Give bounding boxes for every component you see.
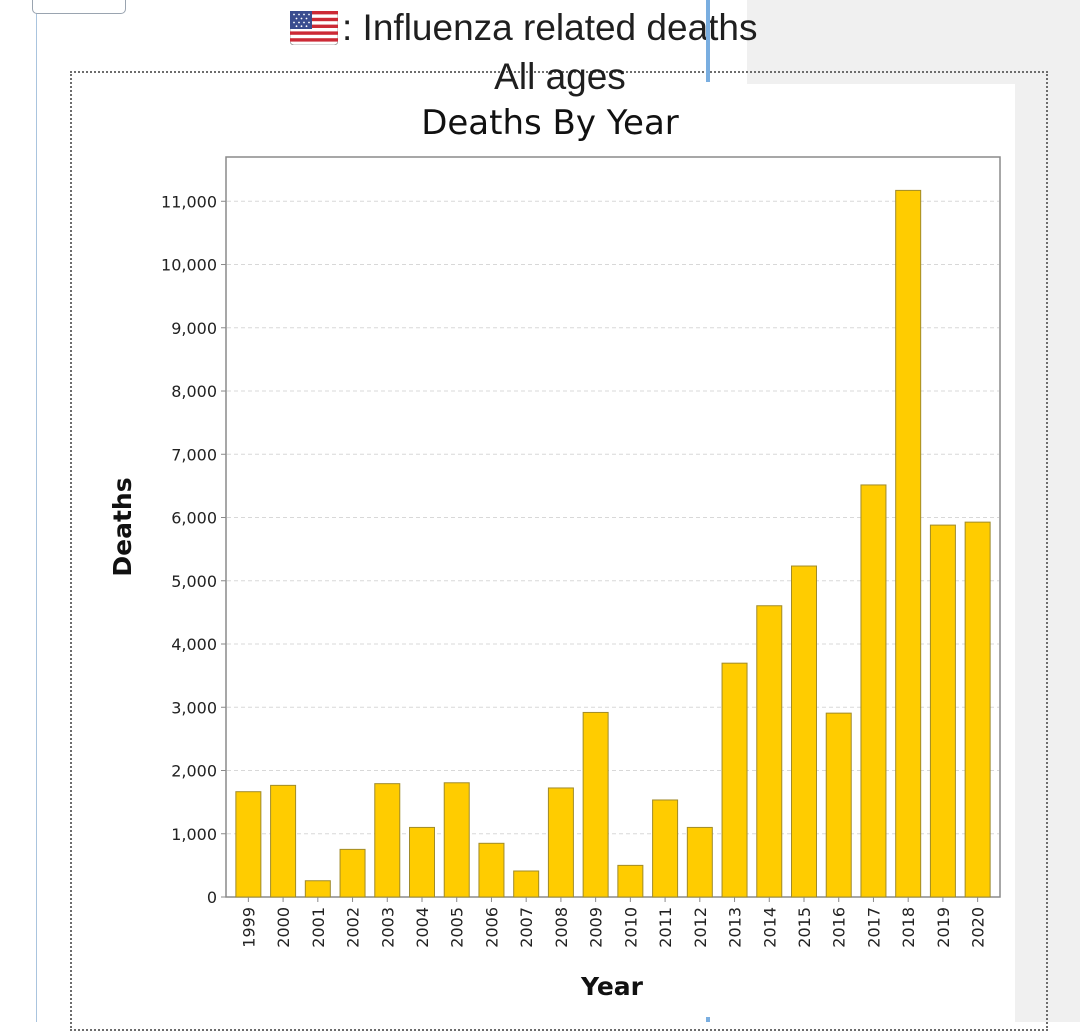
x-tick-label: 2014 — [760, 907, 779, 948]
y-tick-label: 5,000 — [171, 572, 217, 591]
text-cursor-stub — [706, 1017, 710, 1022]
y-tick-label: 2,000 — [171, 762, 217, 781]
bar-2004 — [409, 826, 435, 898]
bar-2017 — [860, 484, 887, 898]
bar-2001 — [304, 880, 331, 898]
y-tick-label: 4,000 — [171, 635, 217, 654]
x-tick-label: 2002 — [344, 907, 363, 948]
bar-2014 — [756, 605, 783, 898]
bar-2002 — [339, 848, 366, 898]
page-subtitle: All ages — [494, 56, 626, 97]
x-tick-label: 2004 — [413, 907, 432, 948]
y-tick-label: 8,000 — [171, 382, 217, 401]
x-tick-label: 2008 — [552, 907, 571, 948]
bar-2016 — [825, 712, 852, 898]
bars — [235, 189, 991, 898]
y-tick-label: 10,000 — [161, 256, 217, 275]
bar-2009 — [582, 711, 609, 898]
gridlines — [227, 200, 999, 835]
x-tick-label: 2016 — [830, 907, 849, 948]
bar-2008 — [547, 787, 574, 898]
y-tick-label: 0 — [207, 888, 217, 907]
y-axis-label: Deaths — [108, 477, 137, 576]
y-tick-label: 3,000 — [171, 698, 217, 717]
x-tick-label: 2017 — [864, 907, 883, 948]
y-tick-label: 6,000 — [171, 509, 217, 528]
x-tick-label: 2012 — [691, 907, 710, 948]
x-tick-label: 2003 — [378, 907, 397, 948]
page-title: : Influenza related deaths — [290, 6, 758, 50]
bar-2019 — [929, 524, 956, 898]
bar-2020 — [964, 521, 991, 898]
y-tick-label: 1,000 — [171, 825, 217, 844]
bar-1999 — [235, 791, 262, 898]
x-tick-label: 2018 — [899, 907, 918, 948]
x-tick-label: 2010 — [621, 907, 640, 948]
y-axis-ticks: 0 1,000 2,000 3,000 4,000 5,000 6,000 7,000 8,00… — [161, 192, 226, 907]
x-tick-label: 2000 — [274, 907, 293, 948]
left-border-line — [36, 0, 37, 1022]
us-flag-icon — [290, 11, 338, 45]
x-tick-label: 2006 — [482, 907, 501, 948]
x-axis-ticks: 1999 2000 2001 2002 2003 2004 2005 2006 2007 2008… — [239, 897, 988, 948]
chart-title: Deaths By Year — [421, 103, 679, 143]
x-tick-label: 2009 — [587, 907, 606, 948]
x-tick-label: 2013 — [726, 907, 745, 948]
bar-2006 — [478, 842, 505, 898]
page-title-text: : Influenza related deaths — [342, 7, 758, 48]
bar-2007 — [513, 870, 540, 898]
x-tick-label: 2015 — [795, 907, 814, 948]
x-tick-label: 2020 — [969, 907, 988, 948]
text-cursor-line — [706, 0, 710, 82]
bar-2011 — [652, 799, 679, 898]
bar-2000 — [270, 784, 297, 898]
x-tick-label: 1999 — [239, 907, 258, 948]
corner-tab — [32, 0, 126, 14]
bar-2012 — [686, 826, 713, 898]
bar-2015 — [791, 565, 817, 898]
y-tick-label: 7,000 — [171, 445, 217, 464]
y-tick-label: 11,000 — [161, 192, 217, 211]
bar-2005 — [443, 782, 470, 898]
y-tick-label: 9,000 — [171, 319, 217, 338]
x-tick-label: 2005 — [448, 907, 467, 948]
x-axis-label: Year — [580, 972, 644, 1001]
bar-2013 — [721, 662, 748, 898]
bar-2003 — [374, 783, 401, 898]
x-tick-label: 2019 — [934, 907, 953, 948]
x-tick-label: 2007 — [517, 907, 536, 948]
x-tick-label: 2011 — [656, 907, 675, 948]
bar-2018 — [895, 189, 922, 898]
bar-2010 — [617, 864, 644, 898]
x-tick-label: 2001 — [309, 907, 328, 948]
